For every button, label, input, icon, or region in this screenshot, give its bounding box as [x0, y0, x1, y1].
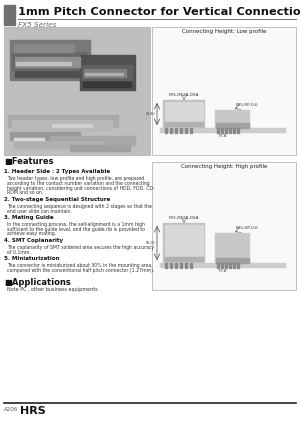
Text: FX5-RP-0.6: FX5-RP-0.6 — [236, 103, 258, 107]
Bar — [160, 128, 286, 133]
Bar — [180, 128, 182, 133]
Text: ■Features: ■Features — [4, 157, 53, 166]
Bar — [229, 128, 231, 133]
Bar — [217, 128, 219, 133]
Bar — [80, 55, 135, 90]
Bar — [185, 263, 187, 268]
Bar — [216, 123, 249, 128]
Bar — [84, 69, 126, 77]
Bar — [215, 110, 250, 128]
Text: HRS: HRS — [20, 406, 46, 416]
Bar — [14, 141, 104, 148]
Text: (5.0): (5.0) — [145, 241, 155, 245]
Bar — [170, 263, 172, 268]
Bar — [15, 57, 80, 67]
Bar — [216, 258, 249, 263]
Text: ROM and so on.: ROM and so on. — [7, 190, 44, 196]
Text: The connecting sequence is designed with 2 stages so that the: The connecting sequence is designed with… — [7, 204, 152, 209]
Bar — [52, 124, 92, 127]
Bar — [229, 263, 231, 268]
Bar — [12, 120, 112, 130]
Bar — [225, 128, 227, 133]
Text: FX5-HP-0.6: FX5-HP-0.6 — [236, 226, 258, 230]
Bar — [190, 128, 192, 133]
Bar — [4, 27, 150, 155]
Bar — [163, 223, 205, 263]
Bar — [82, 65, 132, 80]
Bar — [70, 145, 130, 151]
Bar — [190, 263, 192, 268]
Bar — [163, 100, 205, 128]
Bar — [4, 5, 15, 25]
Text: PCB: PCB — [219, 134, 227, 138]
Bar — [14, 138, 44, 140]
Bar — [165, 122, 203, 126]
Bar — [237, 263, 239, 268]
Bar — [225, 263, 227, 268]
Text: In the connecting process, the self-alignment is a 1mm high: In the connecting process, the self-alig… — [7, 222, 145, 227]
Text: achieve easy mating.: achieve easy mating. — [7, 231, 56, 236]
Text: of 0.1mm.: of 0.1mm. — [7, 249, 31, 255]
Bar — [170, 128, 172, 133]
Text: height variation, considering unit connections of HDD, FDD, CD-: height variation, considering unit conne… — [7, 186, 154, 190]
Bar — [165, 257, 203, 261]
Text: A206: A206 — [4, 407, 18, 412]
Bar — [15, 71, 85, 77]
Bar — [152, 162, 296, 290]
Bar — [215, 233, 250, 263]
Bar — [165, 225, 203, 261]
Text: (3.6): (3.6) — [145, 112, 155, 116]
Text: PCB: PCB — [219, 269, 227, 273]
Bar — [10, 132, 80, 140]
Bar — [8, 115, 118, 127]
Text: 2. Two-stage Sequential Structure: 2. Two-stage Sequential Structure — [4, 197, 110, 202]
Text: 4. SMT Coplanarity: 4. SMT Coplanarity — [4, 238, 63, 243]
Text: FX5 Series: FX5 Series — [18, 22, 56, 28]
Bar — [237, 128, 239, 133]
Bar — [12, 52, 86, 70]
Bar — [217, 263, 219, 268]
Text: Note PC , other business equipments: Note PC , other business equipments — [7, 287, 98, 292]
Bar — [221, 263, 223, 268]
Bar — [16, 62, 71, 65]
Text: The connector is miniaturized about 30% in the mounting area,: The connector is miniaturized about 30% … — [7, 263, 153, 268]
Text: 5. Miniaturization: 5. Miniaturization — [4, 256, 59, 261]
Bar — [165, 263, 167, 268]
Bar — [221, 128, 223, 133]
Bar — [233, 263, 235, 268]
Bar — [165, 128, 167, 133]
Text: sufficient to the guide level, and the guide rib is provided to: sufficient to the guide level, and the g… — [7, 227, 145, 232]
Text: ■Applications: ■Applications — [4, 278, 71, 287]
Text: Connecting Height: High profile: Connecting Height: High profile — [181, 164, 267, 169]
Text: Two header types, low profile and high profile, are prepared: Two header types, low profile and high p… — [7, 176, 144, 181]
Bar — [175, 128, 177, 133]
Text: 1mm Pitch Connector for Vertical Connection: 1mm Pitch Connector for Vertical Connect… — [18, 7, 300, 17]
Bar — [85, 73, 123, 75]
Text: compared with the conventional half pitch connector (1.27mm).: compared with the conventional half pitc… — [7, 268, 154, 272]
Bar — [160, 263, 286, 268]
Bar — [165, 102, 203, 126]
Bar — [83, 81, 131, 87]
Text: FX5-R52A-DSA: FX5-R52A-DSA — [169, 93, 199, 97]
Bar — [14, 44, 74, 52]
Bar — [185, 128, 187, 133]
Bar — [180, 263, 182, 268]
Text: end user slide can maintain.: end user slide can maintain. — [7, 209, 72, 213]
Bar — [175, 263, 177, 268]
Text: Connecting Height: Low profile: Connecting Height: Low profile — [182, 29, 266, 34]
Bar — [152, 27, 296, 155]
Bar — [50, 136, 135, 145]
Text: 1. Header Side : 2 Types Available: 1. Header Side : 2 Types Available — [4, 169, 110, 174]
Text: 3. Mating Guide: 3. Mating Guide — [4, 215, 54, 220]
Bar — [233, 128, 235, 133]
Text: FX5-R52A-DSA: FX5-R52A-DSA — [169, 216, 199, 220]
Text: according to the contact number variation and the connecting: according to the contact number variatio… — [7, 181, 150, 186]
Text: The coplanarity of SMT soldered area secures the high accuracy: The coplanarity of SMT soldered area sec… — [7, 245, 154, 250]
Bar — [10, 40, 90, 80]
